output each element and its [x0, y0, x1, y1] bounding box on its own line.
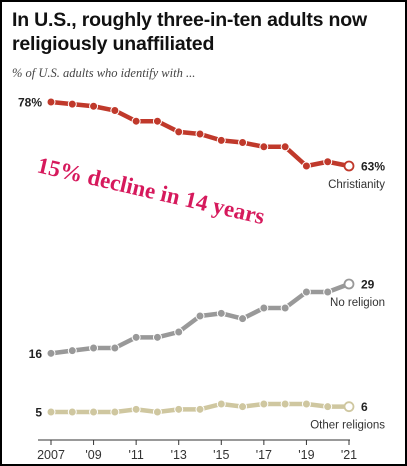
christianity-point-2010 — [110, 106, 120, 116]
x-axis: 2007 '09 '11 '13 '15 '17 '19 '21 — [37, 439, 357, 462]
no-religion-point-2018 — [280, 303, 290, 313]
x-tick-label-2021: '21 — [341, 448, 357, 462]
no-religion-point-2008 — [67, 346, 77, 356]
no-religion-point-2012 — [152, 332, 162, 342]
plot-area: 78% 63% Christianity 16 29 No religion 5 6 Other… — [18, 96, 385, 432]
x-tick-label-2017: '17 — [256, 448, 272, 462]
no-religion-point-2021 — [343, 278, 355, 290]
other-religions-point-2015 — [216, 399, 226, 409]
other-religions-point-2012 — [152, 407, 162, 417]
other-religions-point-2020 — [323, 402, 333, 412]
x-tick-label-2009: '09 — [85, 448, 101, 462]
christianity-point-2021 — [343, 160, 355, 172]
no-religion-point-2007 — [46, 348, 56, 358]
no-religion-point-2011 — [131, 332, 141, 342]
no-religion-point-2009 — [89, 343, 99, 353]
christianity-end-label: 63% — [361, 160, 385, 174]
x-tick-label-2013: '13 — [171, 448, 187, 462]
other-religions-point-2008 — [67, 407, 77, 417]
x-tick-label-2015: '15 — [213, 448, 229, 462]
no-religion-start-label: 16 — [29, 347, 43, 361]
other-religions-point-2013 — [174, 404, 184, 414]
decline-annotation: 15% decline in 14 years — [35, 153, 267, 230]
other-religions-start-label: 5 — [35, 406, 42, 420]
christianity-point-2014 — [195, 129, 205, 139]
christianity-point-2012 — [152, 116, 162, 126]
christianity-point-2015 — [216, 135, 226, 145]
christianity-point-2008 — [67, 99, 77, 109]
no-religion-series-name: No religion — [330, 297, 385, 309]
other-religions-point-2010 — [110, 407, 120, 417]
other-religions-point-2018 — [280, 399, 290, 409]
no-religion-point-2016 — [238, 314, 248, 324]
other-religions-point-2009 — [89, 407, 99, 417]
no-religion-point-2014 — [195, 311, 205, 321]
no-religion-point-2020 — [323, 287, 333, 297]
other-religions-point-2011 — [131, 404, 141, 414]
no-religion-point-2010 — [110, 343, 120, 353]
no-religion-point-2019 — [301, 287, 311, 297]
x-tick-label-2019: '19 — [298, 448, 314, 462]
x-tick-label-2007: 2007 — [37, 448, 65, 462]
christianity-point-2011 — [131, 116, 141, 126]
other-religions-point-2007 — [46, 407, 56, 417]
christianity-point-2016 — [238, 138, 248, 148]
chart-title: In U.S., roughly three-in-ten adults now… — [12, 9, 367, 55]
christianity-point-2007 — [46, 97, 56, 107]
other-religions-point-2019 — [301, 399, 311, 409]
no-religion-point-2013 — [174, 327, 184, 337]
other-religions-point-2016 — [238, 402, 248, 412]
no-religion-point-2015 — [216, 308, 226, 318]
christianity-start-label: 78% — [18, 96, 42, 110]
other-religions-point-2014 — [195, 404, 205, 414]
christianity-point-2009 — [89, 101, 99, 111]
christianity-point-2013 — [174, 127, 184, 137]
christianity-point-2017 — [259, 142, 269, 152]
no-religion-end-label: 29 — [361, 278, 375, 292]
other-religions-point-2017 — [259, 399, 269, 409]
christianity-series-name: Christianity — [328, 179, 385, 191]
other-religions-point-2021 — [343, 401, 355, 413]
christianity-point-2019 — [301, 161, 311, 171]
chart-subtitle: % of U.S. adults who identify with ... — [12, 66, 196, 80]
christianity-point-2020 — [323, 157, 333, 167]
x-tick-label-2011: '11 — [128, 448, 143, 462]
no-religion-point-2017 — [259, 303, 269, 313]
other-religions-series-name: Other religions — [310, 420, 385, 432]
other-religions-end-label: 6 — [361, 400, 368, 414]
christianity-point-2018 — [280, 142, 290, 152]
